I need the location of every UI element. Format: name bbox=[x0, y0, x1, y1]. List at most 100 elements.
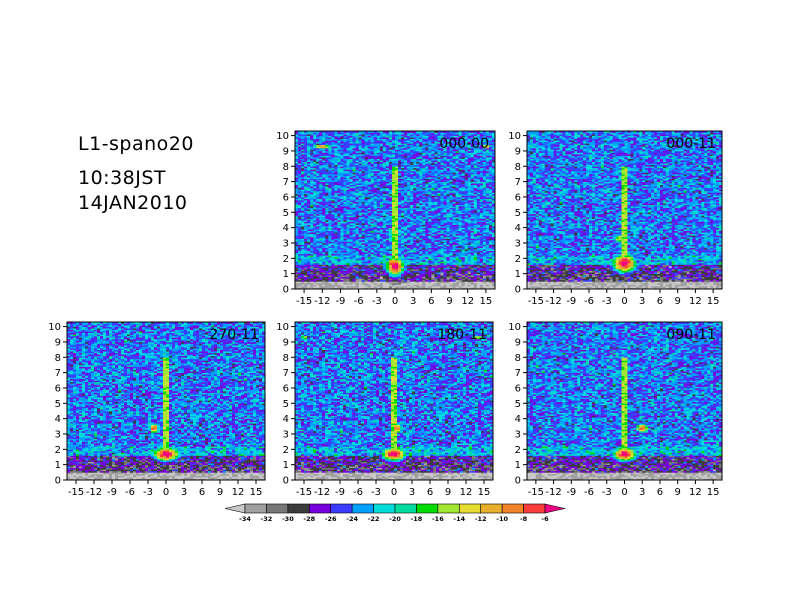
heatmap-cell bbox=[491, 249, 495, 251]
heatmap-cell bbox=[340, 284, 344, 287]
heatmap-cell bbox=[416, 258, 420, 261]
heatmap-cell bbox=[364, 247, 369, 250]
heatmap-cell bbox=[307, 285, 311, 288]
heatmap-cell bbox=[434, 261, 438, 264]
heatmap-cell bbox=[401, 275, 405, 278]
heatmap-cell bbox=[313, 230, 317, 233]
heatmap-cell bbox=[401, 207, 405, 210]
heatmap-cell bbox=[455, 187, 459, 190]
heatmap-cell bbox=[319, 187, 323, 190]
heatmap-cell bbox=[449, 270, 453, 273]
heatmap-cell bbox=[419, 209, 423, 212]
heatmap-cell bbox=[482, 177, 487, 179]
heatmap-cell bbox=[352, 249, 356, 251]
heatmap-cell bbox=[440, 200, 444, 202]
heatmap-cell bbox=[395, 195, 399, 198]
heatmap-cell bbox=[398, 244, 402, 247]
heatmap-cell bbox=[319, 273, 323, 276]
heatmap-cell bbox=[364, 270, 369, 273]
heatmap-cell bbox=[404, 229, 408, 232]
heatmap-cell bbox=[343, 195, 347, 198]
heatmap-cell bbox=[458, 227, 463, 230]
heatmap-cell bbox=[376, 218, 381, 221]
heatmap-cell bbox=[376, 203, 381, 205]
heatmap-cell bbox=[491, 284, 495, 287]
heatmap-cell bbox=[328, 224, 332, 227]
heatmap-cell bbox=[446, 285, 450, 288]
heatmap-cell bbox=[343, 221, 347, 224]
heatmap-cell bbox=[313, 195, 317, 198]
heatmap-cell bbox=[443, 250, 447, 253]
heatmap-cell bbox=[334, 210, 338, 213]
heatmap-cell bbox=[443, 218, 447, 221]
heatmap-cell bbox=[373, 215, 378, 218]
heatmap-cell bbox=[431, 212, 435, 215]
heatmap-cell bbox=[413, 284, 417, 287]
heatmap-cell bbox=[391, 278, 396, 281]
heatmap-cell bbox=[313, 173, 317, 176]
heatmap-cell bbox=[295, 224, 299, 227]
heatmap-cell bbox=[434, 238, 438, 241]
heatmap-cell bbox=[425, 189, 429, 192]
heatmap-cell bbox=[346, 230, 350, 233]
heatmap-cell bbox=[464, 187, 469, 190]
heatmap-cell bbox=[485, 265, 490, 268]
heatmap-cell bbox=[364, 265, 369, 268]
heatmap-cell bbox=[382, 250, 387, 253]
heatmap-cell bbox=[382, 201, 387, 204]
heatmap-cell bbox=[401, 190, 405, 193]
heatmap-cell bbox=[476, 250, 481, 253]
heatmap-cell bbox=[422, 250, 426, 253]
heatmap-cell bbox=[313, 233, 317, 236]
heatmap-cell bbox=[361, 264, 366, 267]
heatmap-cell bbox=[343, 256, 347, 259]
heatmap-cell bbox=[322, 224, 326, 227]
heatmap-cell bbox=[401, 180, 405, 182]
heatmap-cell bbox=[301, 193, 305, 196]
heatmap-cell bbox=[446, 224, 450, 227]
heatmap-cell bbox=[340, 244, 344, 247]
heatmap-cell bbox=[316, 262, 320, 265]
heatmap-cell bbox=[322, 198, 326, 201]
heatmap-cell bbox=[464, 227, 469, 230]
heatmap-cell bbox=[310, 203, 314, 205]
heatmap-cell bbox=[328, 265, 332, 268]
heatmap-cell bbox=[422, 249, 426, 251]
heatmap-cell bbox=[385, 184, 390, 187]
heatmap-cell bbox=[379, 224, 384, 227]
heatmap-cell bbox=[419, 250, 423, 253]
heatmap-cell bbox=[428, 173, 432, 176]
heatmap-cell bbox=[401, 212, 405, 215]
heatmap-cell bbox=[328, 285, 332, 288]
heatmap-cell bbox=[434, 213, 438, 216]
heatmap-cell bbox=[337, 246, 341, 248]
heatmap-cell bbox=[301, 276, 305, 279]
heatmap-cell bbox=[340, 279, 344, 282]
heatmap-cell bbox=[446, 255, 450, 258]
heatmap-cell bbox=[398, 276, 402, 279]
heatmap-cell bbox=[458, 181, 463, 184]
heatmap-cell bbox=[319, 233, 323, 236]
heatmap-cell bbox=[449, 259, 453, 262]
heatmap-cell bbox=[449, 184, 453, 187]
heatmap-cell bbox=[325, 218, 329, 221]
heatmap-cell bbox=[295, 173, 299, 176]
heatmap-cell bbox=[479, 177, 484, 179]
heatmap-cell bbox=[488, 204, 493, 207]
heatmap-cell bbox=[328, 246, 332, 248]
heatmap-cell bbox=[422, 278, 426, 281]
heatmap-cell bbox=[428, 259, 432, 262]
heatmap-cell bbox=[410, 250, 414, 253]
heatmap-cell bbox=[431, 269, 435, 271]
heatmap-cell bbox=[391, 261, 396, 264]
heatmap-cell bbox=[464, 267, 469, 270]
heatmap-cell bbox=[322, 287, 326, 289]
heatmap-cell bbox=[470, 267, 475, 270]
heatmap-cell bbox=[455, 230, 459, 233]
heatmap-cell bbox=[301, 223, 305, 225]
heatmap-cell bbox=[295, 177, 299, 179]
heatmap-cell bbox=[422, 226, 426, 228]
heatmap-cell bbox=[467, 255, 472, 258]
heatmap-cell bbox=[461, 249, 466, 251]
heatmap-cell bbox=[334, 204, 338, 207]
